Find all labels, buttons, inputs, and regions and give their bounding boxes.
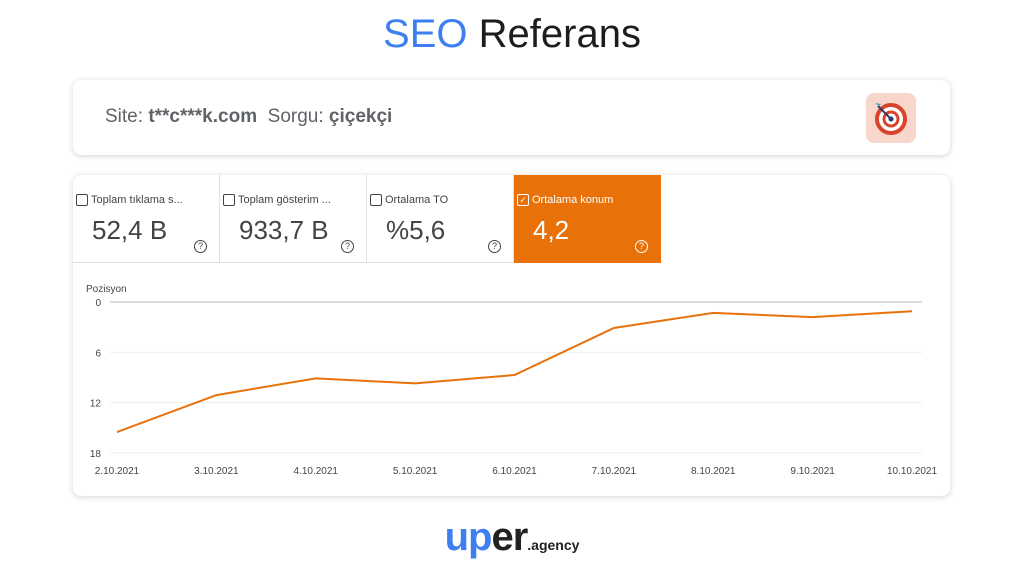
checkbox: ✓	[517, 194, 529, 206]
help-icon: ?	[488, 240, 501, 253]
checkbox	[370, 194, 382, 206]
x-tick-label: 4.10.2021	[294, 466, 339, 477]
target-svg	[875, 103, 907, 135]
title-highlight: SEO	[383, 12, 468, 56]
metric-label: ✓ Ortalama konum	[517, 194, 614, 206]
logo-blue: up	[444, 515, 493, 559]
site-label: Site:	[105, 106, 144, 127]
metric-card: Toplam gösterim ... 933,7 B?	[220, 175, 367, 263]
y-tick-label: 12	[90, 399, 102, 410]
chart-card: Toplam tıklama s... 52,4 B? Toplam gösteri…	[73, 175, 950, 496]
x-tick-label: 6.10.2021	[492, 466, 537, 477]
metric-card: Toplam tıklama s... 52,4 B?	[73, 175, 220, 263]
y-axis-label: Pozisyon	[86, 284, 127, 295]
metric-card: Ortalama TO %5,6?	[367, 175, 514, 263]
query-text: Site: t**c***k.com Sorgu: çiçekçi	[105, 106, 392, 128]
site: t**c***k.com	[148, 106, 258, 127]
y-tick-label: 0	[95, 298, 101, 309]
help-icon: ?	[635, 240, 648, 253]
y-tick-label: 6	[95, 348, 101, 359]
target-icon	[866, 93, 916, 143]
y-tick-label: 18	[90, 449, 102, 460]
metric-label: Toplam tıklama s...	[76, 194, 183, 206]
title-rest: Referans	[478, 12, 641, 56]
x-tick-label: 10.10.2021	[887, 466, 937, 477]
checkbox	[223, 194, 235, 206]
line-series	[116, 310, 913, 433]
metric-value: 933,7 B	[239, 215, 329, 245]
metric-value: 52,4 B	[92, 215, 168, 245]
metric-label: Toplam gösterim ...	[223, 194, 331, 206]
logo-dark: er	[491, 515, 528, 559]
x-tick-label: 9.10.2021	[790, 466, 835, 477]
metric-label-text: Ortalama TO	[385, 194, 449, 206]
metric-label-text: Toplam gösterim ...	[238, 194, 331, 206]
metric-card: ✓ Ortalama konum 4,2?	[514, 175, 661, 263]
query-card: Site: t**c***k.com Sorgu: çiçekçi	[73, 80, 950, 155]
metric-value: 4,2	[533, 215, 570, 245]
x-tick-label: 7.10.2021	[592, 466, 637, 477]
query: çiçekçi	[328, 106, 393, 127]
query-label: Sorgu:	[267, 106, 324, 127]
x-tick-label: 2.10.2021	[95, 466, 140, 477]
metric-label-text: Toplam tıklama s...	[91, 194, 183, 206]
checkbox	[76, 194, 88, 206]
logo-suffix: .agency	[527, 537, 580, 553]
x-tick-label: 8.10.2021	[691, 466, 736, 477]
metric-value: %5,6	[386, 215, 446, 245]
help-icon: ?	[341, 240, 354, 253]
metric-label-text: Ortalama konum	[532, 194, 614, 206]
x-tick-label: 5.10.2021	[393, 466, 438, 477]
logo: uper.agency	[0, 515, 1024, 560]
help-icon: ?	[194, 240, 207, 253]
metric-label: Ortalama TO	[370, 194, 449, 206]
page-title: SEO Referans	[0, 12, 1024, 57]
x-tick-label: 3.10.2021	[194, 466, 239, 477]
